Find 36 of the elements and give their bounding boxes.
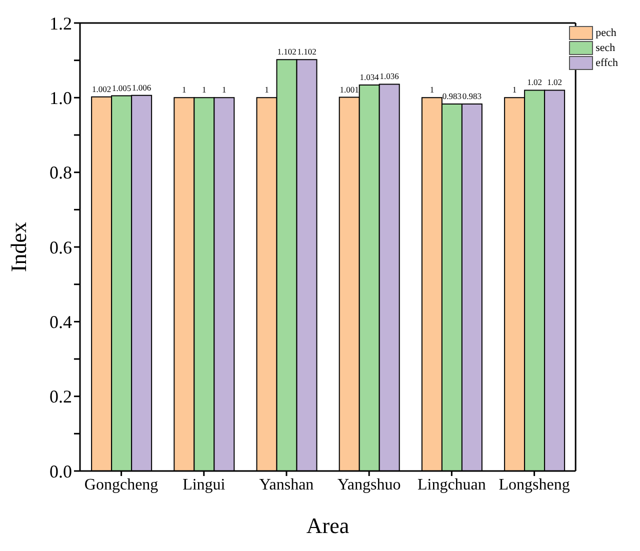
data-label: 1.001 bbox=[340, 84, 359, 94]
data-label: 1 bbox=[512, 84, 517, 95]
data-label: 1.102 bbox=[277, 46, 296, 57]
text: 1.0 bbox=[50, 88, 72, 108]
x-tick-label: Longsheng bbox=[498, 476, 570, 494]
x-tick-label: Gongcheng bbox=[84, 476, 158, 494]
x-tick-label: Lingchuan bbox=[417, 476, 486, 494]
x-tick-label: Yanshan bbox=[259, 476, 314, 494]
data-label: 0.983 bbox=[442, 91, 462, 102]
text: 0.2 bbox=[50, 386, 72, 407]
text: 0.8 bbox=[50, 162, 72, 183]
data-label: 1 bbox=[264, 84, 269, 95]
data-label: 1.002 bbox=[92, 84, 112, 94]
data-label: 1.102 bbox=[297, 46, 316, 57]
x-tick-label: Yangshuo bbox=[337, 476, 401, 494]
data-label: 1.034 bbox=[360, 72, 380, 82]
data-label: 1 bbox=[182, 84, 186, 95]
data-label: 1.02 bbox=[527, 77, 542, 88]
data-label: 1 bbox=[430, 84, 434, 95]
legend-label: pech bbox=[596, 27, 616, 39]
legend-label: effch bbox=[596, 57, 618, 69]
data-label: 1.005 bbox=[112, 82, 132, 93]
legend-label: sech bbox=[596, 42, 616, 54]
data-label: 1.036 bbox=[380, 71, 399, 82]
data-label: 1 bbox=[222, 84, 226, 95]
data-label: 1 bbox=[202, 84, 206, 95]
text: 0.6 bbox=[50, 237, 72, 258]
y-axis-title: Index bbox=[6, 222, 31, 272]
data-label: 1.006 bbox=[132, 82, 152, 92]
data-label: 0.983 bbox=[462, 91, 482, 102]
text: 1.2 bbox=[50, 13, 72, 34]
text: 0.4 bbox=[50, 312, 72, 332]
data-label: 1.02 bbox=[547, 77, 562, 88]
text: 0.0 bbox=[50, 461, 72, 482]
x-axis-title: Area bbox=[306, 513, 350, 538]
x-tick-label: Lingui bbox=[182, 476, 226, 494]
